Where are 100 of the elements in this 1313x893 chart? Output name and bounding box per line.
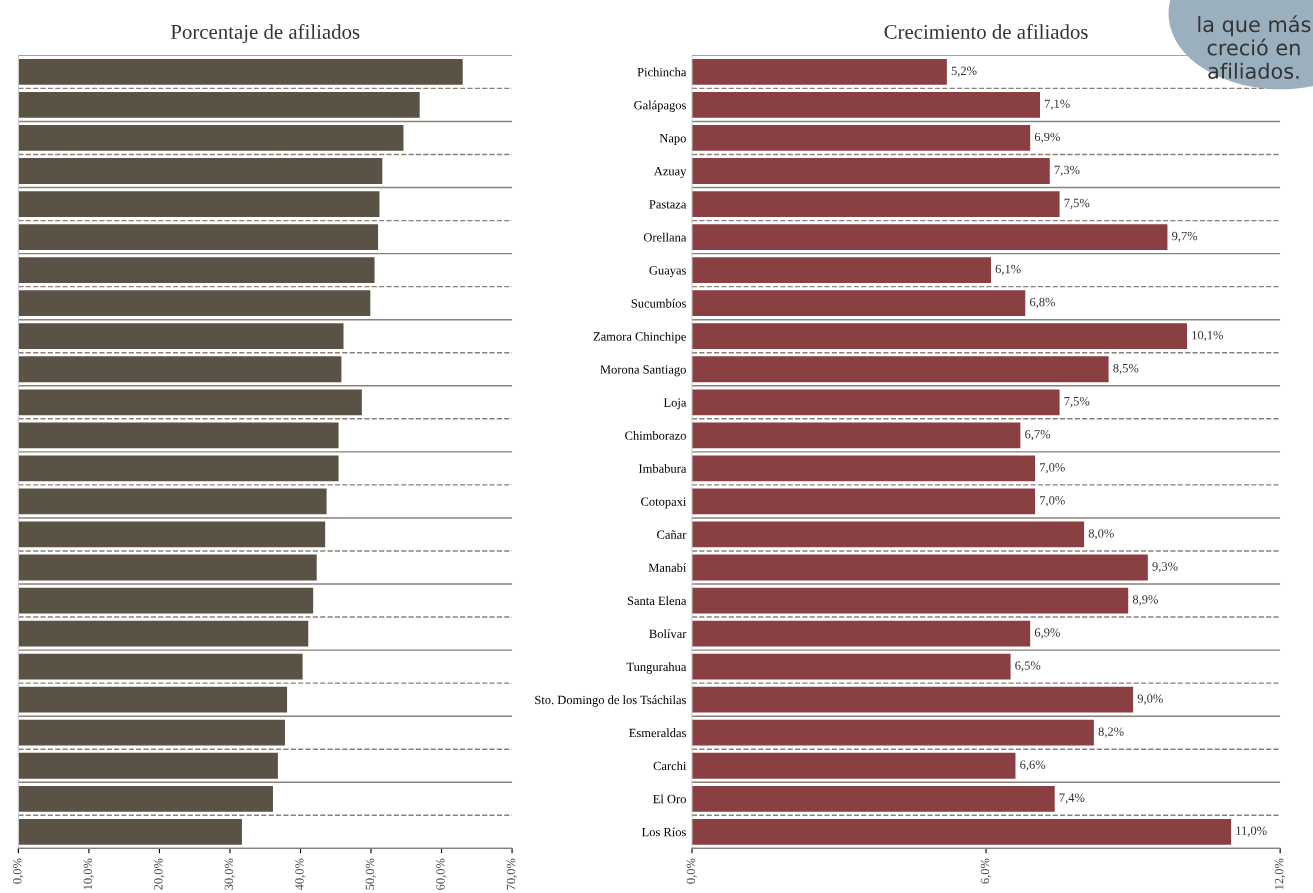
bar	[691, 125, 1031, 151]
bar	[18, 818, 242, 845]
bar	[18, 719, 285, 746]
bar	[18, 323, 344, 350]
bar	[18, 455, 339, 482]
bar	[18, 191, 380, 217]
y-tick-label: Manabí	[648, 563, 687, 572]
data-label: 8,9%	[1132, 595, 1158, 606]
data-label: 9,0%	[1137, 694, 1163, 705]
data-label: 10,1%	[1192, 330, 1224, 342]
data-label: 8,2%	[1098, 727, 1124, 738]
data-label: 6,6%	[1020, 760, 1046, 771]
chart-title: Porcentaje de afiliados	[170, 24, 360, 44]
data-label: 8,0%	[1088, 529, 1114, 540]
data-label: 7,4%	[1059, 793, 1085, 804]
y-tick-label: Orellana	[643, 232, 687, 242]
bar	[691, 92, 1040, 118]
data-label: 7,5%	[1064, 198, 1090, 209]
y-tick-label: Guayas	[649, 266, 686, 278]
bar	[691, 356, 1109, 383]
bar	[691, 719, 1094, 746]
data-label: 6,1%	[995, 264, 1021, 276]
bar	[18, 125, 404, 151]
y-tick-label: Imbabura	[638, 464, 687, 473]
data-label: 7,0%	[1040, 463, 1065, 474]
x-tick-label: 50,0%	[365, 858, 376, 890]
y-tick-label: Sucumbíos	[631, 298, 686, 308]
x-tick-label: 10,0%	[83, 858, 94, 890]
bar	[691, 455, 1036, 482]
bar	[18, 422, 339, 449]
y-tick-label: Chimborazo	[625, 431, 686, 440]
bar	[18, 224, 379, 250]
y-tick-label: Santa Elena	[627, 596, 687, 605]
x-tick-label: 20,0%	[154, 858, 165, 890]
bar	[18, 158, 383, 184]
y-tick-label: Azuay	[653, 167, 687, 179]
data-label: 7,3%	[1054, 165, 1080, 176]
y-tick-label: Tungurahua	[626, 662, 687, 674]
x-tick-label: 12,0%	[1274, 858, 1286, 890]
data-label: 7,0%	[1040, 496, 1065, 507]
bar	[18, 290, 371, 317]
data-label: 5,2%	[951, 66, 977, 77]
data-label: 6,8%	[1029, 297, 1056, 309]
bar	[18, 554, 317, 581]
y-tick-label: Zamora Chinchipe	[593, 331, 686, 344]
data-label: 6,9%	[1034, 628, 1060, 639]
bar	[691, 818, 1232, 845]
x-tick-label: 0,0%	[13, 858, 24, 884]
y-tick-label: Cañar	[657, 530, 687, 539]
bar	[18, 92, 420, 118]
bar	[691, 59, 947, 85]
y-tick-label: Sto. Domingo de los Tsáchilas	[535, 695, 686, 707]
bar	[18, 785, 273, 812]
data-label: 11,0%	[1236, 826, 1267, 837]
bar	[691, 587, 1129, 614]
bar	[18, 620, 309, 647]
y-tick-label: Loja	[663, 398, 687, 410]
bar	[691, 389, 1060, 416]
bar	[691, 620, 1031, 647]
data-label: 9,7%	[1172, 231, 1198, 243]
y-tick-label: Esmeraldas	[629, 728, 686, 738]
data-label: 6,5%	[1015, 661, 1041, 672]
bar	[691, 752, 1016, 779]
y-tick-label: Pastaza	[649, 200, 687, 209]
bar	[691, 290, 1026, 317]
y-tick-label: Morona Santiago	[600, 365, 686, 377]
annotation: la que más creció en afiliados.	[1198, 15, 1311, 79]
bar	[18, 653, 303, 680]
y-tick-label: Napo	[659, 134, 686, 145]
bar	[691, 488, 1036, 515]
bar	[691, 257, 991, 284]
y-tick-label: Los Ríos	[641, 827, 686, 837]
bar	[691, 224, 1168, 250]
x-tick-label: 60,0%	[436, 858, 447, 890]
bar	[691, 158, 1050, 184]
bar	[18, 488, 327, 515]
bar	[18, 59, 463, 85]
bar	[18, 587, 314, 614]
y-tick-label: Bolívar	[649, 629, 687, 639]
y-tick-label: Cotopaxi	[641, 497, 687, 509]
bar	[18, 521, 326, 548]
bar	[691, 653, 1011, 680]
data-label: 7,1%	[1044, 99, 1070, 110]
y-tick-label: Carchi	[653, 761, 687, 771]
x-tick-label: 70,0%	[506, 858, 517, 890]
bar	[691, 554, 1148, 581]
x-tick-label: 30,0%	[224, 858, 235, 890]
x-tick-label: 6,0%	[980, 858, 991, 884]
x-tick-label: 0,0%	[686, 858, 697, 884]
data-label: 9,3%	[1152, 562, 1178, 573]
data-label: 6,9%	[1034, 132, 1060, 143]
y-tick-label: Galápagos	[634, 100, 686, 112]
y-tick-label: Pichincha	[637, 67, 687, 77]
bar	[18, 752, 278, 779]
bar	[18, 389, 362, 416]
y-tick-label: El Oro	[653, 794, 686, 804]
bar	[18, 686, 288, 713]
data-label: 7,5%	[1064, 396, 1090, 408]
chart-title: Crecimiento de afiliados	[884, 24, 1088, 39]
bar	[691, 686, 1134, 713]
